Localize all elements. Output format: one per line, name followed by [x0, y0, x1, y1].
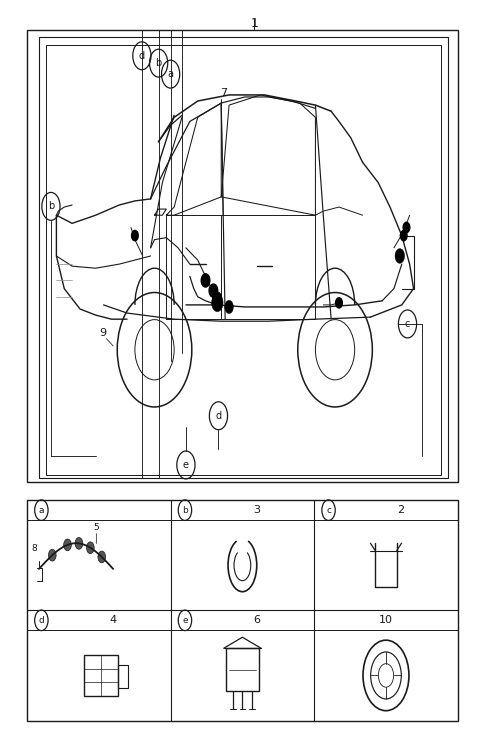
Text: a: a [168, 69, 174, 79]
Text: 5: 5 [94, 523, 99, 531]
Text: d: d [139, 51, 145, 61]
Circle shape [395, 249, 405, 263]
Circle shape [400, 230, 407, 241]
Text: 1: 1 [251, 17, 258, 30]
Text: 10: 10 [379, 615, 393, 626]
Circle shape [132, 230, 138, 241]
Circle shape [403, 222, 410, 233]
Text: b: b [156, 58, 162, 68]
Circle shape [201, 274, 210, 287]
Bar [226, 648, 259, 691]
Bar [27, 30, 458, 482]
Text: b: b [48, 202, 54, 211]
Circle shape [213, 292, 222, 305]
Text: 7: 7 [220, 88, 227, 98]
Bar [46, 45, 441, 475]
Circle shape [336, 298, 342, 308]
Text: c: c [405, 319, 410, 329]
Text: d: d [216, 411, 222, 421]
Circle shape [75, 537, 83, 549]
Text: a: a [38, 506, 44, 514]
Text: 3: 3 [253, 505, 260, 515]
Circle shape [86, 542, 94, 553]
Bar [118, 665, 129, 687]
Text: 4: 4 [109, 615, 117, 626]
Circle shape [98, 551, 106, 563]
Circle shape [48, 549, 56, 561]
Text: 2: 2 [397, 505, 404, 515]
Text: b: b [182, 506, 188, 514]
Circle shape [225, 300, 233, 314]
Bar [27, 500, 458, 721]
Bar [39, 38, 448, 478]
Text: c: c [326, 506, 331, 514]
Text: 6: 6 [253, 615, 260, 626]
Text: d: d [38, 616, 44, 625]
Bar [84, 655, 118, 696]
Circle shape [212, 294, 223, 311]
Circle shape [209, 284, 218, 297]
Circle shape [64, 539, 72, 551]
Text: e: e [182, 616, 188, 625]
Text: 8: 8 [31, 544, 37, 553]
Text: 9: 9 [99, 328, 107, 338]
Text: e: e [183, 460, 189, 470]
